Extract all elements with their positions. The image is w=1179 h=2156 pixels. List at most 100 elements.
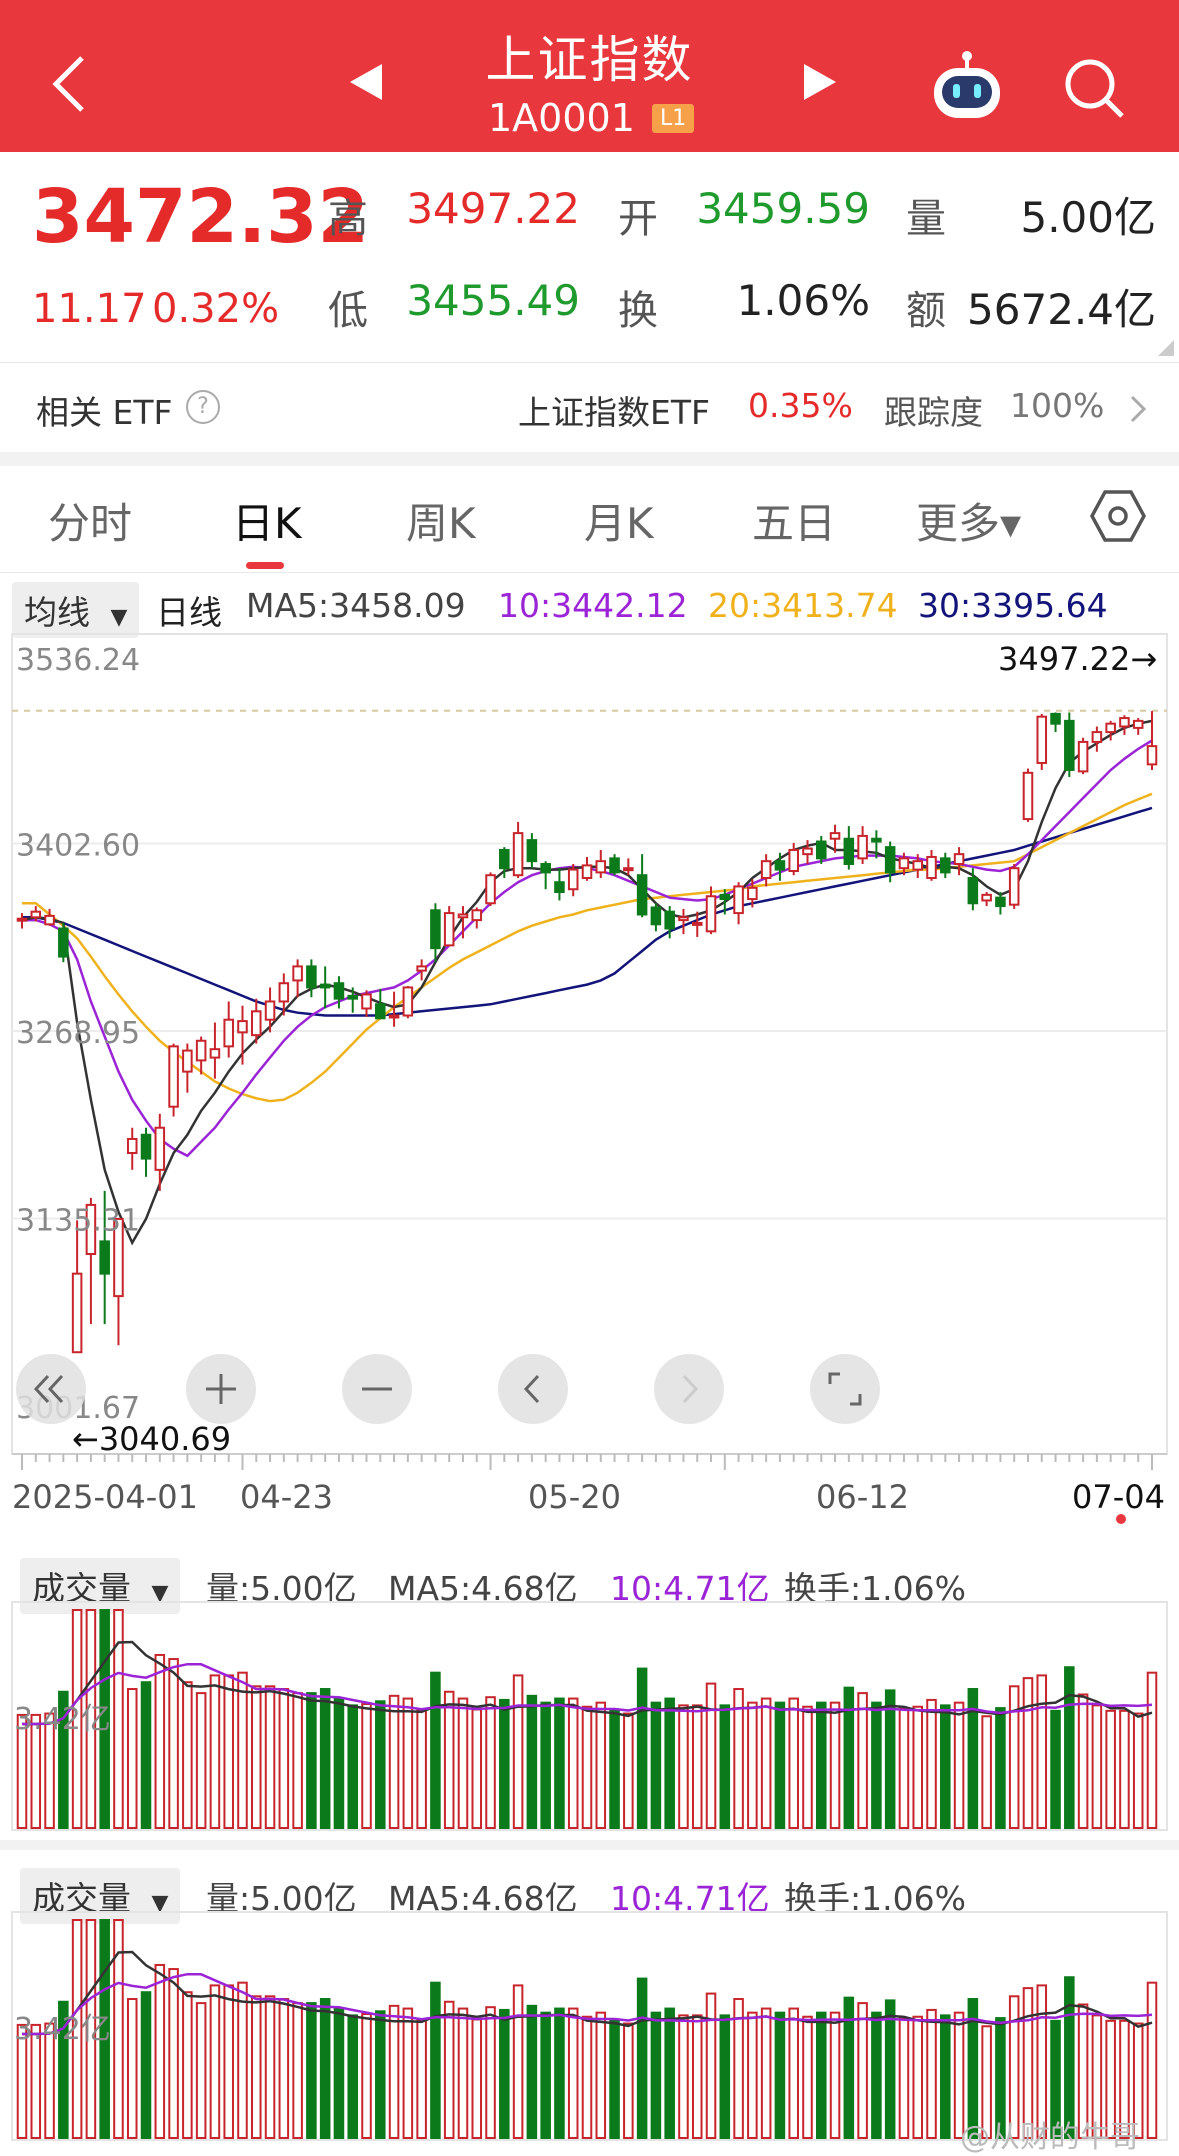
volume-bar — [526, 2004, 538, 2140]
next-stock-icon[interactable] — [802, 62, 838, 102]
volume-bar — [664, 1697, 675, 1829]
tab-intraday[interactable]: 分时 — [48, 499, 133, 548]
y-tick-label: 3402.60 — [16, 829, 140, 864]
candle — [512, 821, 524, 879]
volume-bar — [1119, 1709, 1130, 1829]
fullscreen-button[interactable] — [810, 1354, 880, 1424]
candle — [664, 906, 675, 939]
volume-bar — [1050, 1709, 1061, 1829]
candle — [195, 1036, 207, 1075]
volume-bar — [154, 1963, 166, 2140]
volume-bar — [402, 2007, 414, 2139]
x-tick-label: 07-04 — [1072, 1478, 1165, 1516]
candle — [871, 830, 882, 859]
tab-more[interactable]: 更多▾ — [916, 499, 1022, 548]
volume-bar — [485, 1696, 496, 1829]
volume-bar — [940, 2014, 951, 2139]
candle — [292, 959, 303, 998]
robot-assistant-icon[interactable] — [928, 48, 1006, 122]
x-tick-label: 2025-04-01 — [12, 1478, 198, 1516]
help-icon[interactable]: ? — [186, 390, 220, 424]
y-tick-label: 3268.95 — [16, 1016, 140, 1051]
volume-bar — [567, 2007, 579, 2139]
prev-stock-icon[interactable] — [348, 62, 384, 102]
candle — [499, 847, 510, 879]
candle — [182, 1043, 193, 1093]
volume-bar — [719, 1704, 731, 1829]
candle — [802, 840, 813, 864]
volume-bar — [375, 1700, 386, 1829]
ma30-line — [22, 806, 1153, 1017]
volume-chart[interactable] — [0, 1600, 1179, 1834]
candle — [1008, 863, 1020, 909]
volume-bar — [898, 1707, 910, 1829]
candle — [126, 1127, 138, 1170]
candle — [554, 868, 565, 901]
zoom-in-button[interactable] — [186, 1354, 256, 1424]
candle — [264, 987, 276, 1033]
candle — [306, 959, 317, 998]
candle — [567, 863, 579, 897]
volume-bar — [16, 2023, 28, 2139]
related-etf-row[interactable]: 相关 ETF ? 上证指数ETF 0.35% 跟踪度 100% — [0, 364, 1179, 452]
scroll-left-button[interactable] — [498, 1354, 568, 1424]
tab-monthly-k[interactable]: 月K — [584, 499, 654, 548]
rewind-button[interactable] — [16, 1354, 86, 1424]
volume-bar — [774, 1701, 786, 1829]
volume-chart-2[interactable] — [0, 1910, 1179, 2144]
volume-bar — [140, 1681, 152, 1830]
scroll-right-button[interactable] — [654, 1354, 724, 1424]
volume-bar — [623, 1712, 634, 1829]
volume-bar — [44, 1712, 55, 1829]
zoom-out-button[interactable] — [342, 1354, 412, 1424]
candle — [967, 868, 979, 911]
volume-bar — [457, 2007, 469, 2139]
volume-bar — [388, 2004, 400, 2140]
volume-bar — [512, 1984, 524, 2140]
etf-name: 上证指数ETF — [518, 393, 710, 432]
volume-bar — [264, 1995, 276, 2139]
chart-settings-icon[interactable] — [1090, 488, 1146, 544]
volume-bar — [609, 2018, 620, 2139]
fullscreen-icon — [828, 1372, 862, 1406]
indicator-dropdown[interactable]: 均线 ▼ — [12, 582, 140, 638]
candle — [540, 861, 551, 890]
candle — [747, 879, 758, 908]
volume-bar — [953, 2011, 965, 2139]
candle — [526, 833, 538, 869]
candle — [113, 1217, 124, 1346]
volume-bar — [898, 2017, 910, 2139]
volume-bar — [691, 2014, 703, 2139]
tab-daily-k[interactable]: 日K — [232, 499, 302, 548]
price-change: 11.17 — [32, 286, 147, 332]
tab-five-day[interactable]: 五日 — [752, 499, 837, 548]
tab-weekly-k[interactable]: 周K — [406, 499, 476, 548]
volume-bar — [333, 2007, 345, 2139]
volume-bar — [58, 1690, 69, 1829]
candle — [1105, 720, 1116, 741]
candle — [361, 990, 372, 1017]
volume-bar — [1064, 1666, 1075, 1829]
search-icon[interactable] — [1062, 56, 1126, 120]
volume-bar — [540, 2011, 551, 2139]
candle — [719, 889, 731, 915]
volume-bar — [44, 2022, 55, 2139]
volume-bar — [430, 1671, 441, 1829]
volume-bar — [788, 1697, 799, 1829]
back-icon[interactable] — [48, 52, 88, 116]
volume-bar — [30, 2023, 42, 2139]
volume-bar — [416, 2018, 427, 2139]
candle — [912, 854, 924, 879]
volume-bar — [168, 1658, 179, 1829]
volume-bar — [802, 2015, 813, 2139]
volume-bar — [140, 1991, 152, 2140]
volume-bar — [182, 1991, 193, 2140]
volume-bar — [1077, 1693, 1089, 1829]
candle — [1036, 713, 1048, 770]
volume-bar — [471, 2018, 483, 2139]
volume-bar — [223, 1674, 234, 1830]
candle — [595, 849, 607, 879]
volume-ma10-line — [22, 1972, 1153, 2036]
volume-bar — [926, 1698, 937, 1829]
